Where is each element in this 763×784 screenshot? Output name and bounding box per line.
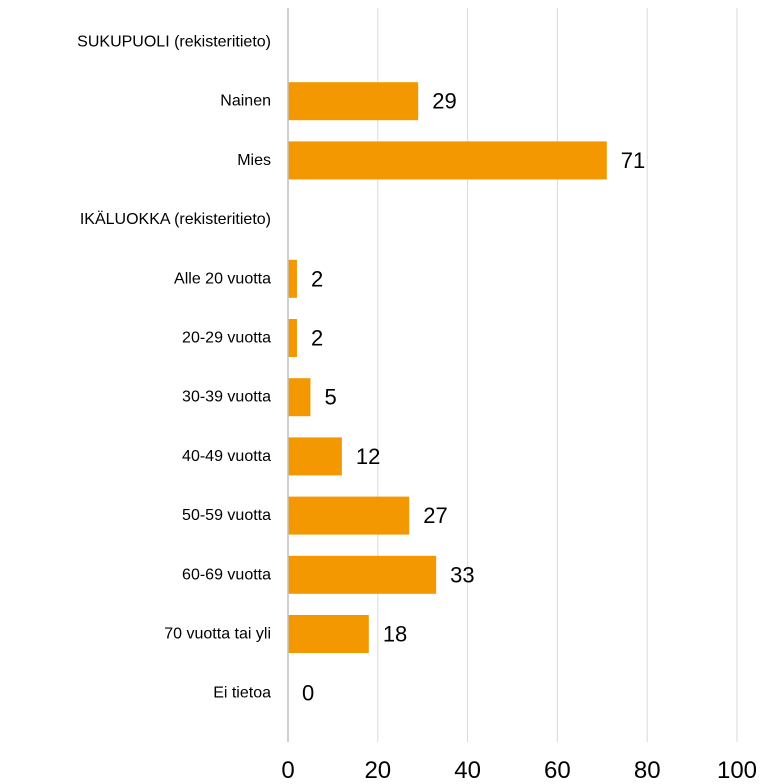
category-label: 30-39 vuotta bbox=[182, 389, 271, 406]
data-label: 2 bbox=[311, 266, 323, 291]
category-label: 20-29 vuotta bbox=[182, 330, 271, 347]
data-label: 33 bbox=[450, 562, 474, 587]
bar bbox=[288, 555, 437, 594]
bar bbox=[288, 259, 297, 298]
data-label: 18 bbox=[383, 622, 407, 647]
category-label: Mies bbox=[237, 152, 271, 169]
bar bbox=[288, 496, 410, 535]
x-tick-label: 20 bbox=[364, 757, 391, 784]
data-label: 0 bbox=[302, 681, 314, 706]
x-tick-label: 100 bbox=[717, 757, 757, 784]
bar bbox=[288, 319, 297, 357]
bar bbox=[288, 615, 369, 653]
grid-lines bbox=[377, 8, 738, 742]
x-tick-label: 40 bbox=[454, 757, 481, 784]
data-label: 5 bbox=[324, 385, 336, 410]
category-label: Alle 20 vuotta bbox=[174, 270, 271, 287]
bar bbox=[288, 82, 419, 121]
bar bbox=[288, 141, 607, 180]
bar bbox=[288, 378, 311, 417]
category-label: SUKUPUOLI (rekisteritieto) bbox=[77, 34, 271, 51]
data-label: 71 bbox=[621, 148, 645, 173]
category-label: 70 vuotta tai yli bbox=[164, 626, 271, 643]
category-label: IKÄLUOKKA (rekisteritieto) bbox=[80, 210, 271, 228]
x-tick-label: 60 bbox=[544, 757, 571, 784]
category-label: 60-69 vuotta bbox=[182, 566, 271, 583]
x-tick-label: 0 bbox=[281, 757, 294, 784]
data-label: 12 bbox=[356, 444, 380, 469]
bar bbox=[288, 437, 342, 476]
data-label: 2 bbox=[311, 326, 323, 351]
category-label: Ei tietoa bbox=[213, 685, 271, 702]
data-label: 27 bbox=[423, 503, 447, 528]
x-tick-label: 80 bbox=[634, 757, 661, 784]
category-label: 40-49 vuotta bbox=[182, 448, 271, 465]
data-label: 29 bbox=[432, 89, 456, 114]
category-label: Nainen bbox=[220, 93, 271, 110]
bars bbox=[288, 82, 607, 653]
category-label: 50-59 vuotta bbox=[182, 507, 271, 524]
